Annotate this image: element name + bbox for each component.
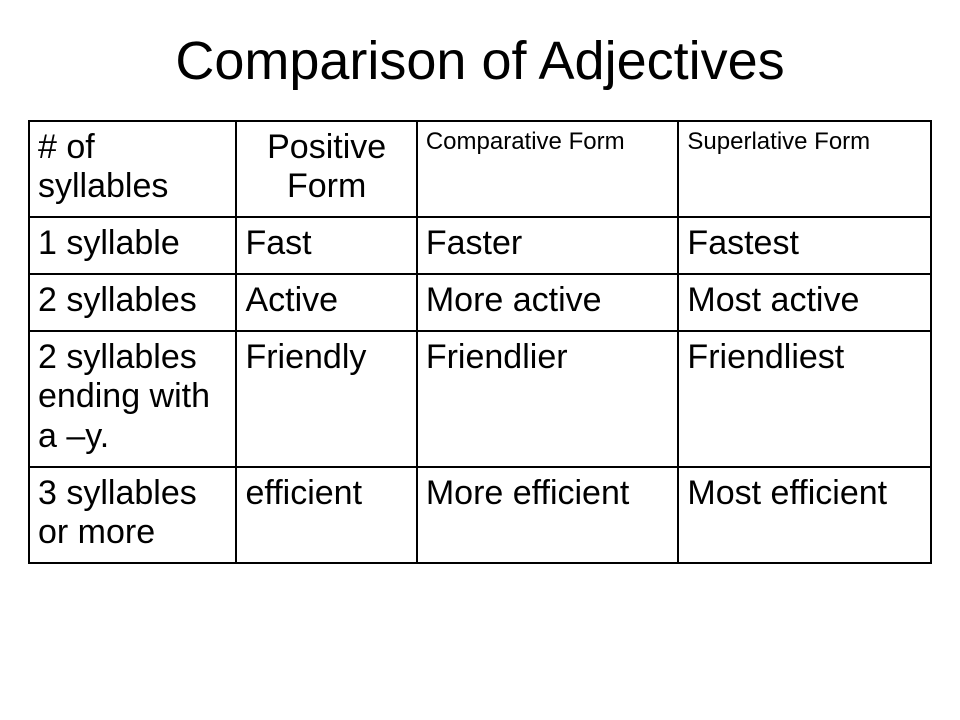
cell-syllables: 2 syllables bbox=[29, 274, 236, 331]
cell-positive: efficient bbox=[236, 467, 416, 563]
cell-comparative: Friendlier bbox=[417, 331, 679, 466]
slide: Comparison of Adjectives # of syllables … bbox=[0, 0, 960, 720]
cell-positive: Friendly bbox=[236, 331, 416, 466]
table-header-row: # of syllables Positive Form Comparative… bbox=[29, 121, 931, 217]
cell-superlative: Friendliest bbox=[678, 331, 931, 466]
cell-syllables: 3 syllables or more bbox=[29, 467, 236, 563]
cell-comparative: More active bbox=[417, 274, 679, 331]
table-row: 2 syllables ending with a –y. Friendly F… bbox=[29, 331, 931, 466]
cell-superlative: Fastest bbox=[678, 217, 931, 274]
cell-positive: Active bbox=[236, 274, 416, 331]
table-row: 1 syllable Fast Faster Fastest bbox=[29, 217, 931, 274]
col-header-syllables: # of syllables bbox=[29, 121, 236, 217]
table-row: 2 syllables Active More active Most acti… bbox=[29, 274, 931, 331]
cell-syllables: 1 syllable bbox=[29, 217, 236, 274]
cell-positive: Fast bbox=[236, 217, 416, 274]
table-row: 3 syllables or more efficient More effic… bbox=[29, 467, 931, 563]
page-title: Comparison of Adjectives bbox=[28, 30, 932, 92]
col-header-comparative: Comparative Form bbox=[417, 121, 679, 217]
col-header-positive: Positive Form bbox=[236, 121, 416, 217]
col-header-superlative: Superlative Form bbox=[678, 121, 931, 217]
cell-comparative: Faster bbox=[417, 217, 679, 274]
cell-superlative: Most efficient bbox=[678, 467, 931, 563]
adjectives-table: # of syllables Positive Form Comparative… bbox=[28, 120, 932, 564]
cell-comparative: More efficient bbox=[417, 467, 679, 563]
cell-syllables: 2 syllables ending with a –y. bbox=[29, 331, 236, 466]
cell-superlative: Most active bbox=[678, 274, 931, 331]
